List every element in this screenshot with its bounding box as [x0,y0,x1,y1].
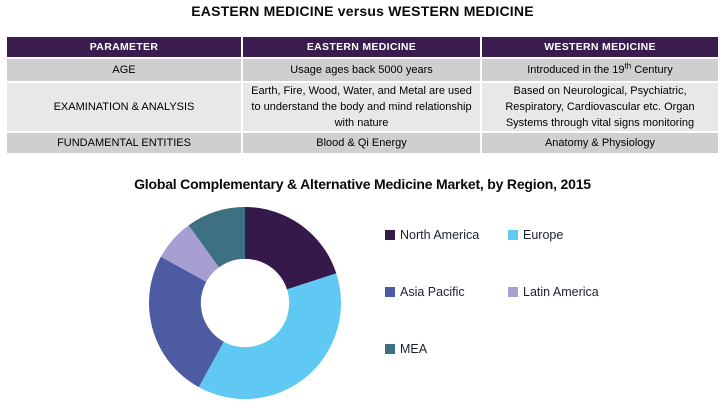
legend-item-asia-pacific: Asia Pacific [385,285,508,299]
chart-title: Global Complementary & Alternative Medic… [134,176,591,192]
column-header-eastern-medicine: EASTERN MEDICINE [243,37,480,57]
cell-examination-parameter: EXAMINATION & ANALYSIS [7,83,241,131]
legend-item-latin-america: Latin America [508,285,599,299]
legend-swatch-north-america [385,230,395,240]
legend-item-mea: MEA [385,342,508,356]
donut-segment-latin-america [160,225,220,282]
comparison-table: PARAMETER EASTERN MEDICINE WESTERN MEDIC… [7,37,718,153]
cell-fundamental-western: Anatomy & Physiology [482,133,718,153]
legend-swatch-latin-america [508,287,518,297]
donut-chart [149,207,341,399]
cell-fundamental-parameter: FUNDAMENTAL ENTITIES [7,133,241,153]
donut-segment-mea [188,207,245,268]
cell-examination-eastern: Earth, Fire, Wood, Water, and Metal are … [243,83,480,131]
column-header-western-medicine: WESTERN MEDICINE [482,37,718,57]
donut-segment-north-america [245,207,337,290]
legend-label: Asia Pacific [400,285,465,299]
legend-swatch-asia-pacific [385,287,395,297]
ordinal-superscript: th [624,60,632,70]
cell-fundamental-eastern: Blood & Qi Energy [243,133,480,153]
legend-label: MEA [400,342,428,356]
legend-swatch-europe [508,230,518,240]
cell-examination-western: Based on Neurological, Psychiatric, Resp… [482,83,718,131]
legend-label: Latin America [523,285,599,299]
legend-label: North America [400,228,480,242]
cell-age-eastern: Usage ages back 5000 years [243,59,480,81]
page-title: EASTERN MEDICINE versus WESTERN MEDICINE [191,3,534,19]
donut-segment-europe [198,273,341,399]
legend-swatch-mea [385,344,395,354]
donut-segment-asia-pacific [149,256,224,388]
legend-item-europe: Europe [508,228,599,242]
legend-label: Europe [523,228,564,242]
legend-item-north-america: North America [385,228,508,242]
column-header-parameter: PARAMETER [7,37,241,57]
cell-age-western-text: Introduced in the 19 [527,63,625,76]
cell-age-parameter: AGE [7,59,241,81]
chart-legend: North America Europe Asia Pacific Latin … [385,228,599,399]
cell-age-western-text-2: Century [631,63,673,76]
cell-age-western: Introduced in the 19th Century [482,59,718,81]
